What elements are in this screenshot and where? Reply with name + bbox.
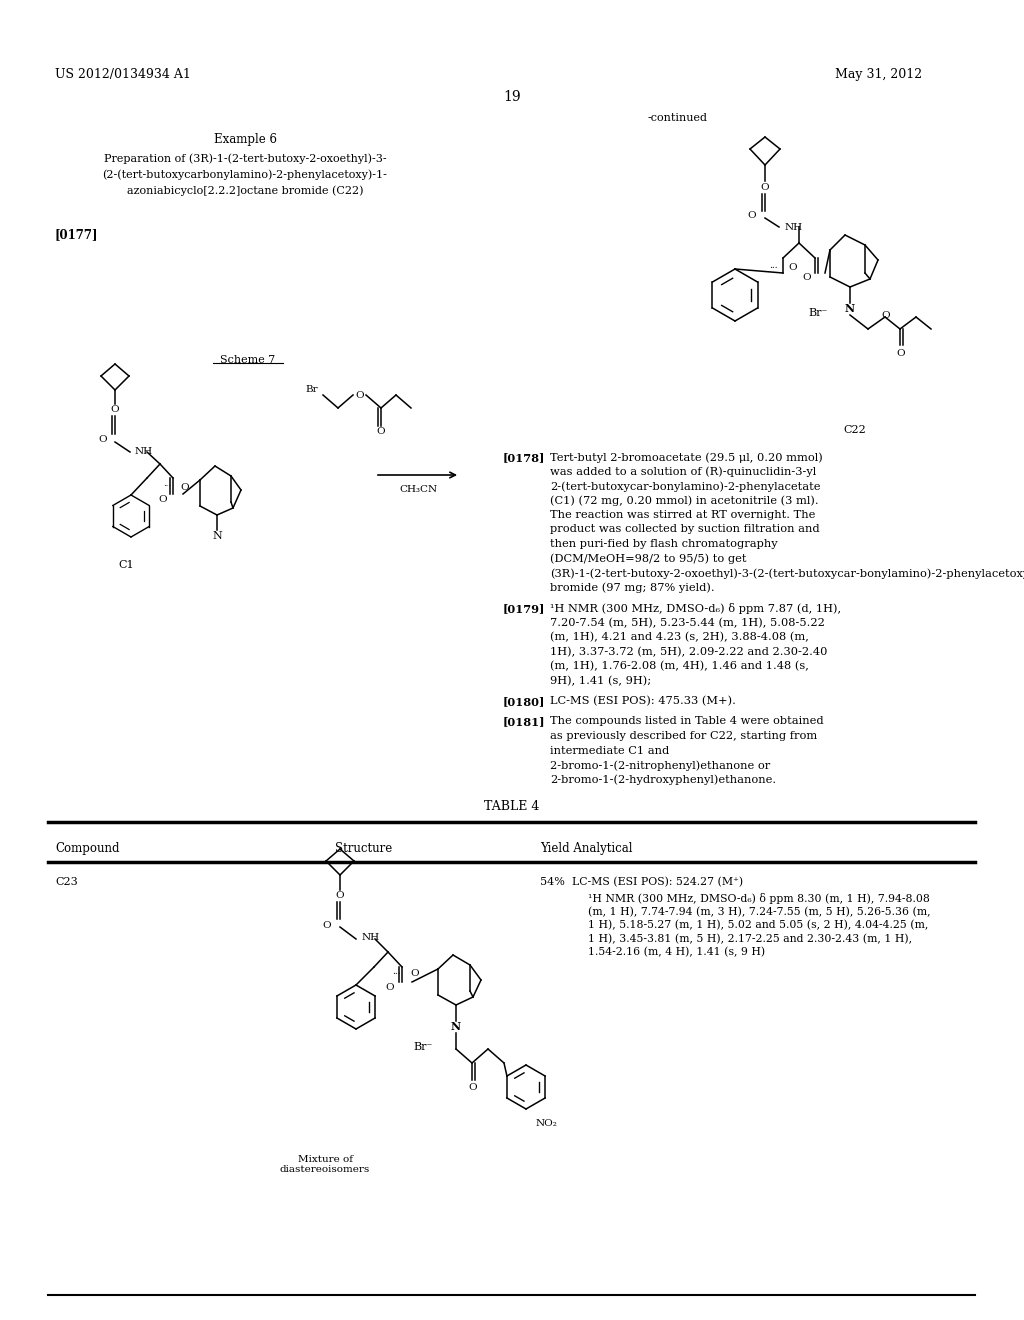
Text: The compounds listed in Table 4 were obtained: The compounds listed in Table 4 were obt… [550,717,823,726]
Text: NH: NH [135,447,154,457]
Text: O: O [882,310,890,319]
Text: C22: C22 [844,425,866,436]
Text: -continued: -continued [648,114,708,123]
Text: C23: C23 [55,876,78,887]
Text: O: O [897,348,905,358]
Text: Yield Analytical: Yield Analytical [540,842,633,855]
Text: [0177]: [0177] [55,228,98,242]
Text: ...: ... [392,968,400,977]
Text: Br⁻: Br⁻ [413,1041,432,1052]
Text: TABLE 4: TABLE 4 [484,800,540,813]
Text: 2-bromo-1-(2-hydroxyphenyl)ethanone.: 2-bromo-1-(2-hydroxyphenyl)ethanone. [550,775,776,785]
Text: then puri-fied by flash chromatography: then puri-fied by flash chromatography [550,539,777,549]
Text: Example 6: Example 6 [213,133,276,147]
Text: [0181]: [0181] [503,717,546,727]
Text: [0178]: [0178] [503,451,546,463]
Text: was added to a solution of (R)-quinuclidin-3-yl: was added to a solution of (R)-quinuclid… [550,466,816,477]
Text: O: O [323,920,332,929]
Text: azoniabicyclo[2.2.2]octane bromide (C22): azoniabicyclo[2.2.2]octane bromide (C22) [127,185,364,195]
Text: product was collected by suction filtration and: product was collected by suction filtrat… [550,524,819,535]
Text: intermediate C1 and: intermediate C1 and [550,746,670,755]
Text: [0179]: [0179] [503,603,546,614]
Text: LC-MS (ESI POS): 475.33 (M+).: LC-MS (ESI POS): 475.33 (M+). [550,696,736,706]
Text: US 2012/0134934 A1: US 2012/0134934 A1 [55,69,190,81]
Text: (m, 1H), 4.21 and 4.23 (s, 2H), 3.88-4.08 (m,: (m, 1H), 4.21 and 4.23 (s, 2H), 3.88-4.0… [550,632,809,643]
Text: NH: NH [785,223,803,231]
Text: O: O [803,273,811,282]
Text: C1: C1 [118,560,133,570]
Text: (C1) (72 mg, 0.20 mmol) in acetonitrile (3 ml).: (C1) (72 mg, 0.20 mmol) in acetonitrile … [550,495,818,506]
Text: ...: ... [163,480,171,488]
Text: N: N [451,1022,461,1032]
Text: (3R)-1-(2-tert-butoxy-2-oxoethyl)-3-(2-(tert-butoxycar-bonylamino)-2-phenylaceto: (3R)-1-(2-tert-butoxy-2-oxoethyl)-3-(2-(… [550,568,1024,578]
Text: O: O [180,483,188,492]
Text: O: O [748,210,757,219]
Text: NO₂: NO₂ [536,1119,558,1129]
Text: O: O [377,428,385,437]
Text: 1H), 3.37-3.72 (m, 5H), 2.09-2.22 and 2.30-2.40: 1H), 3.37-3.72 (m, 5H), 2.09-2.22 and 2.… [550,647,827,657]
Text: The reaction was stirred at RT overnight. The: The reaction was stirred at RT overnight… [550,510,815,520]
Text: O: O [159,495,167,503]
Text: 2-bromo-1-(2-nitrophenyl)ethanone or: 2-bromo-1-(2-nitrophenyl)ethanone or [550,760,770,771]
Text: CH₃CN: CH₃CN [399,486,437,495]
Text: Tert-butyl 2-bromoacetate (29.5 μl, 0.20 mmol): Tert-butyl 2-bromoacetate (29.5 μl, 0.20… [550,451,822,462]
Text: LC-MS (ESI POS): 524.27 (M⁺): LC-MS (ESI POS): 524.27 (M⁺) [572,876,743,887]
Text: NH: NH [362,933,380,942]
Text: 2-(tert-butoxycar-bonylamino)-2-phenylacetate: 2-(tert-butoxycar-bonylamino)-2-phenylac… [550,480,820,491]
Text: Preparation of (3R)-1-(2-tert-butoxy-2-oxoethyl)-3-: Preparation of (3R)-1-(2-tert-butoxy-2-o… [103,153,386,164]
Text: Compound: Compound [55,842,120,855]
Text: 1 H), 3.45-3.81 (m, 5 H), 2.17-2.25 and 2.30-2.43 (m, 1 H),: 1 H), 3.45-3.81 (m, 5 H), 2.17-2.25 and … [588,933,912,944]
Text: (2-(tert-butoxycarbonylamino)-2-phenylacetoxy)-1-: (2-(tert-butoxycarbonylamino)-2-phenylac… [102,169,387,180]
Text: Structure: Structure [335,842,392,855]
Text: Br⁻: Br⁻ [808,308,827,318]
Text: O: O [98,434,108,444]
Text: as previously described for C22, starting from: as previously described for C22, startin… [550,731,817,741]
Text: bromide (97 mg; 87% yield).: bromide (97 mg; 87% yield). [550,582,715,593]
Text: Br: Br [305,385,317,395]
Text: Scheme 7: Scheme 7 [220,355,275,366]
Text: O: O [761,182,769,191]
Text: ¹H NMR (300 MHz, DMSO-d₆) δ ppm 8.30 (m, 1 H), 7.94-8.08: ¹H NMR (300 MHz, DMSO-d₆) δ ppm 8.30 (m,… [588,894,930,904]
Text: 9H), 1.41 (s, 9H);: 9H), 1.41 (s, 9H); [550,676,651,686]
Text: O: O [355,391,364,400]
Text: 54%: 54% [540,876,565,887]
Text: Mixture of
diastereoisomers: Mixture of diastereoisomers [280,1155,370,1175]
Text: ...: ... [769,260,777,269]
Text: (m, 1H), 1.76-2.08 (m, 4H), 1.46 and 1.48 (s,: (m, 1H), 1.76-2.08 (m, 4H), 1.46 and 1.4… [550,661,809,672]
Text: O: O [788,263,798,272]
Text: ¹H NMR (300 MHz, DMSO-d₆) δ ppm 7.87 (d, 1H),: ¹H NMR (300 MHz, DMSO-d₆) δ ppm 7.87 (d,… [550,603,841,614]
Text: O: O [469,1082,477,1092]
Text: (m, 1 H), 7.74-7.94 (m, 3 H), 7.24-7.55 (m, 5 H), 5.26-5.36 (m,: (m, 1 H), 7.74-7.94 (m, 3 H), 7.24-7.55 … [588,907,931,917]
Text: O: O [111,405,120,414]
Text: N: N [845,304,855,314]
Text: [0180]: [0180] [503,696,546,708]
Text: (DCM/MeOH=98/2 to 95/5) to get: (DCM/MeOH=98/2 to 95/5) to get [550,553,746,564]
Text: O: O [410,969,419,978]
Text: 19: 19 [503,90,521,104]
Text: 1.54-2.16 (m, 4 H), 1.41 (s, 9 H): 1.54-2.16 (m, 4 H), 1.41 (s, 9 H) [588,946,765,957]
Text: O: O [336,891,344,900]
Text: 7.20-7.54 (m, 5H), 5.23-5.44 (m, 1H), 5.08-5.22: 7.20-7.54 (m, 5H), 5.23-5.44 (m, 1H), 5.… [550,618,825,628]
Text: May 31, 2012: May 31, 2012 [835,69,923,81]
Text: N: N [212,531,222,541]
Text: 1 H), 5.18-5.27 (m, 1 H), 5.02 and 5.05 (s, 2 H), 4.04-4.25 (m,: 1 H), 5.18-5.27 (m, 1 H), 5.02 and 5.05 … [588,920,929,931]
Text: O: O [386,983,394,993]
